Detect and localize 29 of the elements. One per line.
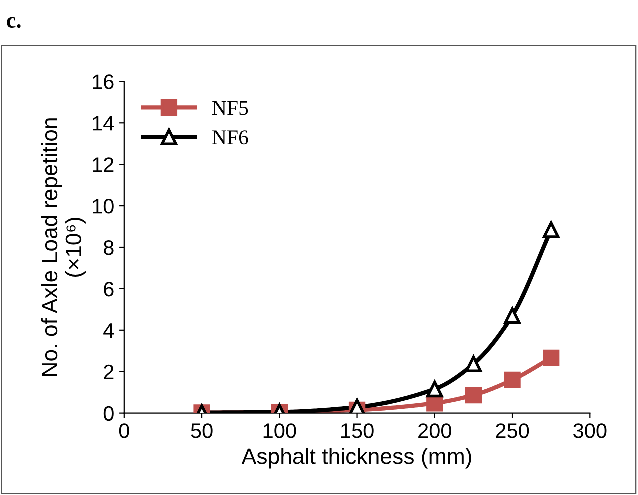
y-tick-label: 8 — [104, 240, 114, 256]
x-tick-label: 50 — [191, 424, 213, 438]
x-tick-label: 150 — [341, 424, 374, 438]
y-tick-label: 12 — [93, 158, 114, 172]
point — [465, 386, 482, 404]
x-tick-label: 300 — [574, 424, 607, 438]
point — [504, 308, 521, 324]
y-axis-title: No. of Axle Load repetition (×10⁶) — [41, 118, 86, 376]
x-tick-label: 200 — [418, 424, 452, 438]
x-tick-label: 0 — [119, 424, 130, 438]
y-tick-label: 4 — [104, 324, 114, 338]
point — [348, 398, 366, 414]
point — [504, 372, 521, 388]
y-tick-label: 6 — [104, 282, 114, 297]
legend-label: NF5 — [212, 101, 248, 116]
x-tick-label: 100 — [264, 424, 296, 438]
legend-label: NF6 — [212, 130, 248, 145]
point — [465, 356, 482, 373]
point — [543, 350, 560, 367]
y-tick-label: 2 — [104, 364, 114, 380]
x-axis-title: Asphalt thickness (mm) — [242, 448, 472, 469]
text: c. — [7, 17, 21, 28]
y-tick-label: 16 — [93, 74, 114, 90]
y-tick-label: 10 — [93, 199, 114, 214]
y-tick-label: 0 — [104, 406, 114, 422]
point — [426, 380, 444, 398]
point — [543, 222, 560, 238]
y-tick-label: 14 — [93, 116, 114, 131]
x-tick-label: 250 — [496, 424, 530, 438]
